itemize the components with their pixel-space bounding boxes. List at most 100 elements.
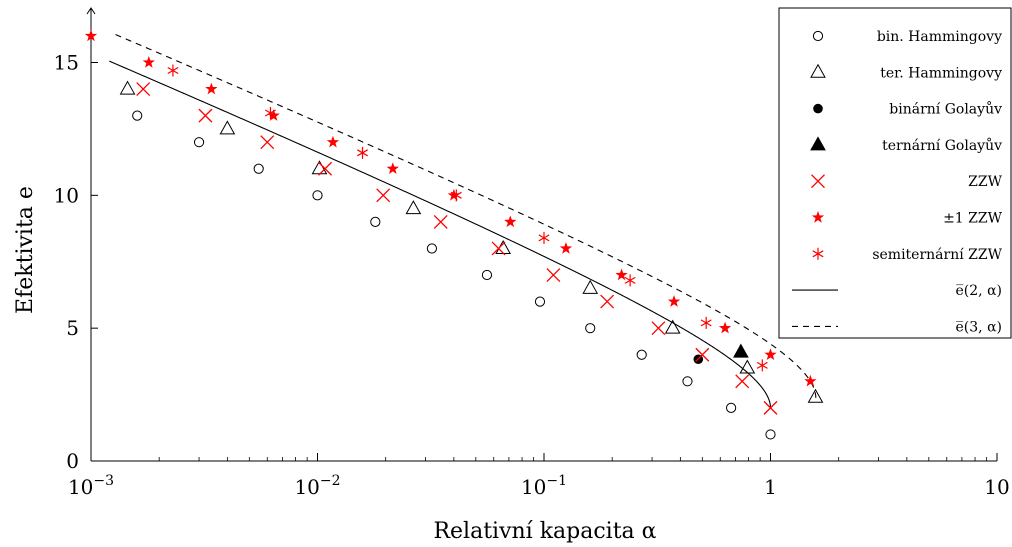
- legend-label: ter. Hammingovy: [880, 65, 1002, 81]
- legend-marker: [811, 211, 825, 223]
- data-point: [615, 268, 628, 281]
- legend-label: ±1 ZZW: [943, 211, 1003, 227]
- data-point: [582, 279, 599, 294]
- data-point: [219, 120, 236, 135]
- data-point: [376, 188, 391, 203]
- y-axis-arrow: [86, 7, 96, 15]
- bound-curve-1: [109, 60, 772, 408]
- data-point: [546, 268, 561, 282]
- data-point: [198, 108, 213, 123]
- data-point: [538, 231, 550, 244]
- data-point: [718, 321, 732, 334]
- y-axis-title-text: Efektivita e: [13, 186, 38, 314]
- y-tick-label: 15: [54, 51, 79, 75]
- legend-marker: [810, 136, 826, 151]
- data-point: [119, 80, 136, 95]
- data-point: [559, 241, 573, 254]
- data-point: [664, 319, 681, 334]
- legend: bin. Hammingovy ter. Hammingovy binární Go…: [778, 7, 1012, 339]
- data-point: [491, 241, 506, 256]
- data-point: [405, 200, 422, 215]
- data-point: [636, 349, 647, 360]
- data-point: [764, 348, 777, 360]
- bound-curve-2: [115, 34, 817, 398]
- x-tick-label: 10−1: [521, 473, 567, 499]
- data-point: [318, 161, 333, 176]
- x-tick-label: 1: [764, 475, 777, 499]
- data-point: [264, 106, 276, 119]
- data-point: [260, 135, 275, 150]
- data-point: [651, 321, 666, 336]
- data-point: [447, 188, 461, 201]
- y-axis-title: Efektivita e: [13, 186, 38, 314]
- legend-label: e̅(2, α): [956, 283, 1002, 299]
- data-point: [585, 323, 596, 334]
- data-point: [756, 359, 768, 372]
- data-point: [481, 269, 493, 281]
- x-axis-title-text: Relativní kapacita α: [433, 519, 656, 544]
- data-point: [205, 82, 218, 95]
- legend-label: e̅(3, α): [956, 319, 1002, 335]
- series-1: [132, 110, 776, 440]
- data-point: [312, 190, 323, 201]
- x-axis-title: Relativní kapacita α: [433, 519, 656, 544]
- data-point: [132, 110, 143, 121]
- data-point: [765, 429, 776, 440]
- x-tick-label: 10−3: [68, 473, 114, 499]
- series-2: [119, 80, 824, 403]
- axes: [86, 7, 998, 462]
- series-4: [733, 343, 749, 358]
- markers: [84, 29, 824, 440]
- y-tick-label: 10: [54, 183, 79, 207]
- series-6: [84, 29, 817, 387]
- legend-marker: [810, 63, 826, 78]
- data-point: [167, 64, 179, 77]
- legend-label: ZZW: [968, 174, 1002, 190]
- data-point: [193, 137, 205, 148]
- data-point: [726, 402, 737, 413]
- data-point: [136, 82, 151, 97]
- data-point: [807, 388, 824, 403]
- x-tick-label: 10−2: [294, 473, 340, 499]
- legend-box: [778, 7, 1012, 339]
- data-point: [426, 243, 438, 254]
- data-point: [386, 162, 399, 175]
- data-point: [84, 29, 98, 42]
- legend-label: semiternární ZZW: [872, 247, 1002, 263]
- data-point: [253, 163, 264, 174]
- legend-marker: [812, 247, 824, 260]
- data-point: [534, 296, 546, 307]
- y-tick-label: 5: [66, 316, 79, 340]
- legend-label: binární Golayův: [889, 101, 1002, 118]
- data-point: [356, 146, 368, 159]
- data-point: [804, 374, 817, 387]
- data-point: [433, 214, 448, 229]
- x-tick-label: 10: [984, 475, 1009, 499]
- curves: [109, 34, 817, 408]
- data-point: [739, 359, 756, 374]
- tick-labels: 10−3 10−2 10−1 1 10 0 5 10 15: [54, 51, 1010, 500]
- series-5: [136, 82, 778, 415]
- legend-label: bin. Hammingovy: [877, 29, 1002, 45]
- data-point: [735, 374, 750, 389]
- data-point: [370, 216, 381, 227]
- y-tick-label: 0: [66, 449, 79, 473]
- data-point: [624, 274, 636, 287]
- series-7: [167, 64, 768, 372]
- legend-marker: [811, 174, 825, 189]
- legend-marker: [812, 30, 824, 42]
- data-point: [142, 56, 155, 68]
- data-point: [326, 135, 340, 148]
- data-point: [495, 239, 511, 254]
- data-point: [450, 189, 462, 202]
- legend-label: ternární Golayův: [882, 137, 1002, 154]
- data-point: [733, 343, 749, 358]
- data-point: [682, 376, 693, 387]
- data-point: [695, 347, 710, 362]
- data-point: [600, 294, 615, 309]
- data-point: [763, 400, 778, 415]
- legend-marker: [813, 103, 823, 114]
- data-point: [667, 295, 681, 307]
- data-point: [504, 215, 517, 228]
